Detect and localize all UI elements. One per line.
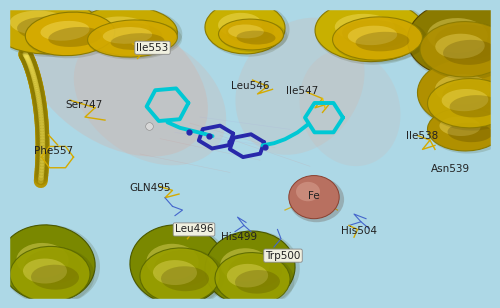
Ellipse shape — [418, 59, 500, 126]
Ellipse shape — [88, 20, 178, 57]
Ellipse shape — [289, 177, 344, 222]
Text: GLN495: GLN495 — [129, 183, 171, 193]
Ellipse shape — [10, 246, 90, 302]
Ellipse shape — [440, 116, 480, 136]
Ellipse shape — [218, 19, 284, 50]
Ellipse shape — [428, 108, 500, 154]
Ellipse shape — [102, 22, 162, 45]
Ellipse shape — [0, 0, 105, 57]
Ellipse shape — [428, 79, 500, 128]
Ellipse shape — [356, 32, 410, 51]
Ellipse shape — [236, 18, 364, 155]
Ellipse shape — [140, 248, 224, 306]
Ellipse shape — [146, 244, 199, 280]
Ellipse shape — [226, 19, 274, 43]
Ellipse shape — [348, 26, 397, 45]
Ellipse shape — [205, 231, 300, 308]
Ellipse shape — [236, 30, 276, 45]
Ellipse shape — [26, 12, 115, 56]
Ellipse shape — [10, 247, 94, 305]
Ellipse shape — [24, 249, 81, 284]
Ellipse shape — [448, 123, 492, 142]
Ellipse shape — [436, 34, 484, 59]
Text: Ile553: Ile553 — [136, 43, 168, 53]
Ellipse shape — [110, 33, 164, 50]
Ellipse shape — [228, 254, 282, 288]
Ellipse shape — [0, 225, 95, 302]
Ellipse shape — [434, 24, 500, 59]
Ellipse shape — [16, 243, 68, 278]
Ellipse shape — [23, 258, 67, 284]
Ellipse shape — [31, 265, 79, 290]
Ellipse shape — [22, 0, 208, 156]
Text: Trp500: Trp500 — [266, 251, 300, 261]
Ellipse shape — [315, 0, 430, 65]
Text: Ile538: Ile538 — [406, 131, 438, 140]
Ellipse shape — [40, 21, 90, 41]
Text: Leu546: Leu546 — [231, 81, 269, 91]
Ellipse shape — [420, 22, 500, 77]
Ellipse shape — [450, 95, 500, 117]
Ellipse shape — [315, 0, 425, 62]
Ellipse shape — [220, 20, 288, 52]
Ellipse shape — [435, 74, 490, 105]
Ellipse shape — [220, 248, 270, 282]
Ellipse shape — [332, 17, 422, 60]
Ellipse shape — [78, 6, 182, 58]
Ellipse shape — [74, 32, 226, 165]
Text: Ile547: Ile547 — [286, 86, 318, 96]
Ellipse shape — [205, 2, 285, 54]
Ellipse shape — [17, 17, 83, 42]
Ellipse shape — [420, 22, 500, 80]
Ellipse shape — [442, 80, 500, 111]
Ellipse shape — [407, 0, 500, 80]
Ellipse shape — [428, 108, 500, 151]
Ellipse shape — [26, 13, 120, 58]
Ellipse shape — [161, 266, 209, 291]
Ellipse shape — [48, 27, 102, 47]
Ellipse shape — [408, 0, 500, 77]
Text: Fe: Fe — [308, 191, 320, 201]
Text: Phe557: Phe557 — [34, 146, 74, 156]
Ellipse shape — [130, 225, 225, 305]
Ellipse shape — [227, 264, 268, 287]
Ellipse shape — [215, 253, 290, 305]
Ellipse shape — [418, 59, 500, 129]
Ellipse shape — [342, 20, 408, 48]
Ellipse shape — [0, 225, 100, 305]
Ellipse shape — [103, 27, 152, 44]
Ellipse shape — [140, 248, 220, 303]
Ellipse shape — [205, 231, 295, 305]
Ellipse shape — [206, 2, 290, 57]
Ellipse shape — [153, 260, 197, 285]
Ellipse shape — [428, 79, 500, 131]
Ellipse shape — [335, 14, 395, 42]
Ellipse shape — [154, 250, 211, 286]
Ellipse shape — [289, 176, 339, 219]
Ellipse shape — [0, 0, 100, 54]
Ellipse shape — [443, 40, 497, 65]
Ellipse shape — [130, 225, 230, 308]
Ellipse shape — [428, 18, 488, 53]
Text: His499: His499 — [221, 232, 257, 242]
Ellipse shape — [300, 50, 400, 166]
Ellipse shape — [296, 182, 320, 201]
Text: Asn539: Asn539 — [430, 164, 470, 174]
Ellipse shape — [442, 89, 488, 111]
Ellipse shape — [218, 13, 262, 36]
Text: Ser747: Ser747 — [66, 100, 102, 110]
Ellipse shape — [78, 6, 178, 55]
Ellipse shape — [333, 17, 427, 63]
Ellipse shape — [88, 21, 182, 59]
Ellipse shape — [235, 270, 280, 294]
Ellipse shape — [228, 24, 264, 38]
Text: Leu496: Leu496 — [175, 225, 213, 234]
Ellipse shape — [216, 253, 294, 308]
Ellipse shape — [10, 10, 70, 36]
Text: His504: His504 — [341, 226, 377, 236]
Ellipse shape — [95, 17, 150, 39]
